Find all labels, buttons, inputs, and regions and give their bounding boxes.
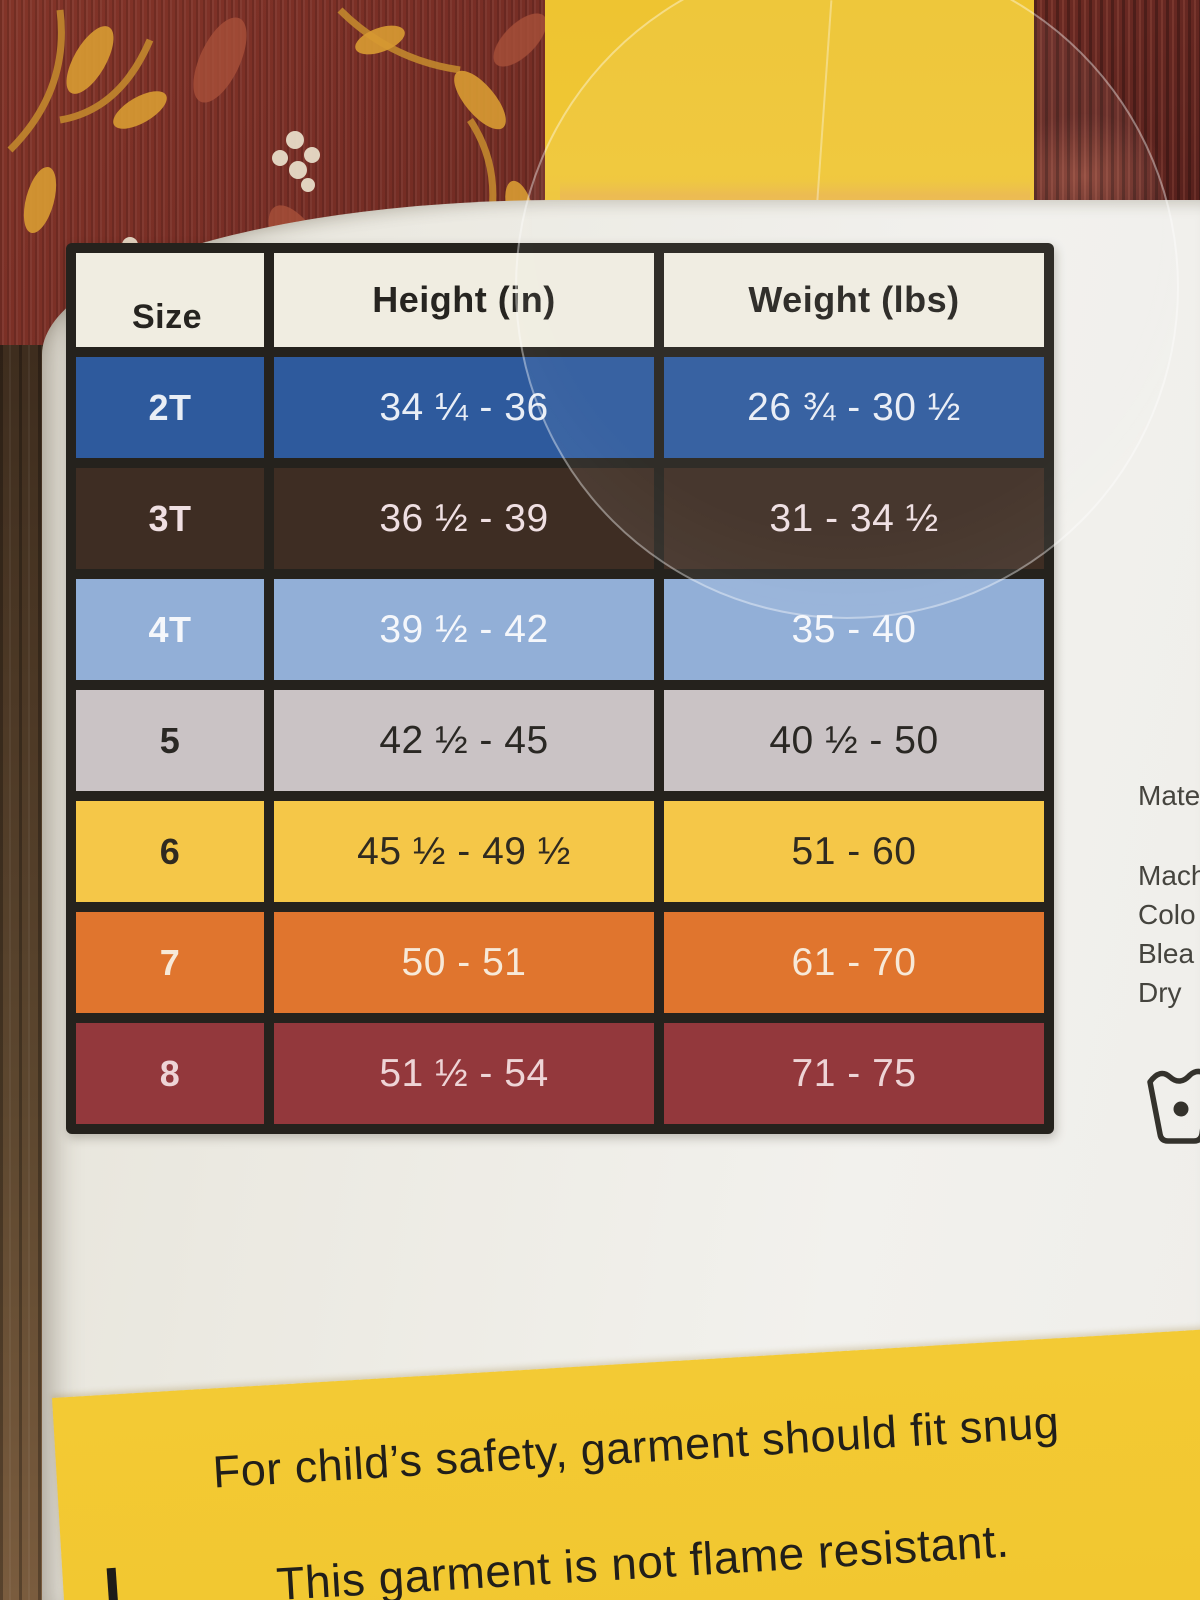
- size-cell-3t: 3T: [76, 468, 264, 569]
- size-cell-8: 8: [76, 1023, 264, 1124]
- height-cell-4t: 39 ½ - 42: [274, 579, 654, 680]
- care-line-colors: Colo: [1138, 899, 1196, 930]
- height-cell-2t: 34 ¼ - 36: [274, 357, 654, 458]
- weight-cell-2t: 26 ¾ - 30 ½: [664, 357, 1044, 458]
- height-cell-6: 45 ½ - 49 ½: [274, 801, 654, 902]
- care-instructions-text: Mach Colo Blea Dry: [1138, 856, 1200, 1012]
- size-cell-4t: 4T: [76, 579, 264, 680]
- weight-cell-4t: 35 - 40: [664, 579, 1044, 680]
- size-cell-2t: 2T: [76, 357, 264, 458]
- size-chart-table: Size Height (in) Weight (lbs) 2T 34 ¼ - …: [66, 243, 1054, 1134]
- safety-text-line1: For child’s safety, garment should fit s…: [211, 1396, 1061, 1498]
- machine-wash-cold-icon: [1141, 1062, 1200, 1153]
- size-cell-5: 5: [76, 690, 264, 791]
- weight-cell-7: 61 - 70: [664, 912, 1044, 1013]
- col-header-size: Size: [76, 253, 264, 347]
- height-cell-3t: 36 ½ - 39: [274, 468, 654, 569]
- col-header-height: Height (in): [274, 253, 654, 347]
- care-line-dry: Dry: [1138, 977, 1182, 1008]
- height-cell-8: 51 ½ - 54: [274, 1023, 654, 1124]
- size-cell-7: 7: [76, 912, 264, 1013]
- dark-knit-fabric: [1034, 0, 1200, 235]
- weight-cell-6: 51 - 60: [664, 801, 1044, 902]
- safety-text-line2: This garment is not flame resistant.: [274, 1514, 1011, 1600]
- weight-cell-8: 71 - 75: [664, 1023, 1044, 1124]
- size-cell-6: 6: [76, 801, 264, 902]
- col-header-weight: Weight (lbs): [664, 253, 1044, 347]
- height-cell-7: 50 - 51: [274, 912, 654, 1013]
- care-line-machine: Mach: [1138, 860, 1200, 891]
- weight-cell-3t: 31 - 34 ½: [664, 468, 1044, 569]
- weight-cell-5: 40 ½ - 50: [664, 690, 1044, 791]
- height-cell-5: 42 ½ - 45: [274, 690, 654, 791]
- care-line-bleach: Blea: [1138, 938, 1195, 969]
- material-text: Mate: [1138, 780, 1200, 811]
